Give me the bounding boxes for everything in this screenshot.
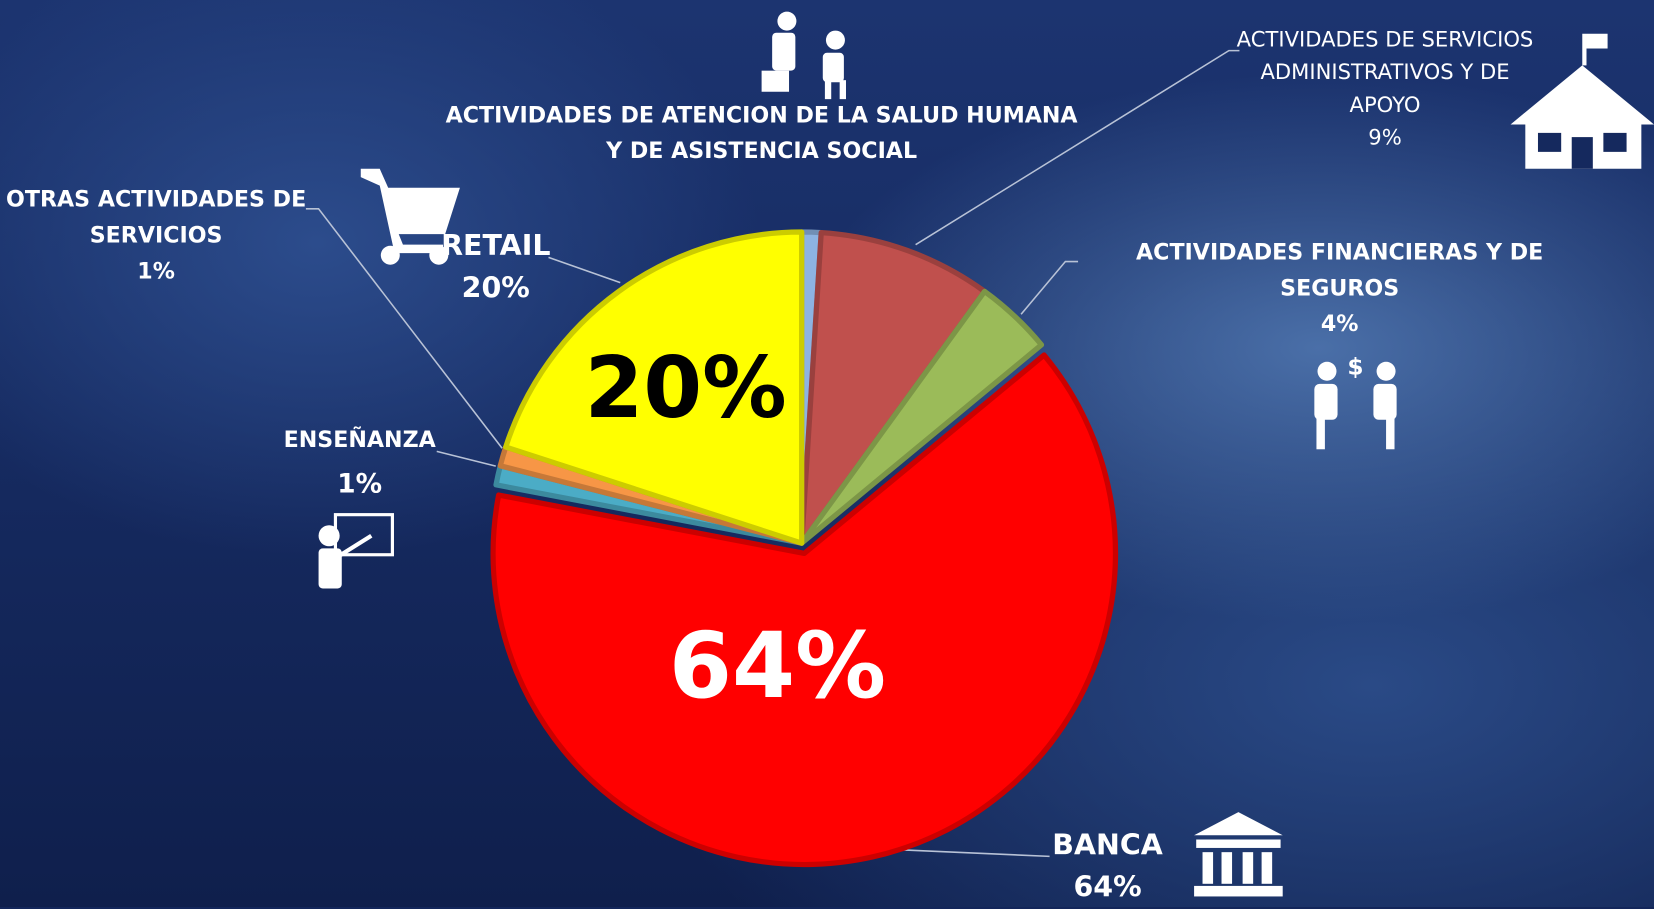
icon-handshake: $ bbox=[1314, 353, 1396, 449]
value-label: 20% bbox=[390, 268, 601, 310]
icon-glyph: $ bbox=[1347, 353, 1363, 380]
slice-label: ACTIVIDADES DE ATENCION DE LA SALUD HUMA… bbox=[435, 97, 1089, 169]
pie bbox=[493, 232, 1115, 864]
value-label: 1% bbox=[254, 466, 465, 502]
category-label: BANCA bbox=[1002, 825, 1213, 867]
page: {"chart_data": {"type": "pie", "categori… bbox=[0, 0, 1654, 907]
category-label: ACTIVIDADES DE ATENCION DE LA SALUD HUMA… bbox=[435, 97, 1089, 169]
category-label: ENSEÑANZA bbox=[254, 422, 465, 458]
category-label: RETAIL bbox=[390, 226, 601, 268]
slide: $ ACTIVIDADES DE ATENCION DE LA SALUD HU… bbox=[0, 0, 1654, 907]
icon-people bbox=[762, 12, 846, 100]
slice-label: ACTIVIDADES DE SERVICIOS ADMINISTRATIVOS… bbox=[1227, 23, 1543, 154]
inner-value-label: 20% bbox=[585, 339, 787, 437]
value-label: 4% bbox=[1129, 306, 1551, 342]
leader-line bbox=[1021, 262, 1078, 315]
value-label: 64% bbox=[1002, 867, 1213, 909]
value-label: 1% bbox=[0, 253, 314, 289]
icon-teacher bbox=[319, 515, 393, 589]
inner-value-label: 64% bbox=[669, 614, 886, 719]
category-label: OTRAS ACTIVIDADES DE SERVICIOS bbox=[0, 181, 314, 253]
category-label: ACTIVIDADES FINANCIERAS Y DE SEGUROS bbox=[1129, 234, 1551, 306]
slice-label: ENSEÑANZA 1% bbox=[254, 422, 465, 502]
value-label: 9% bbox=[1227, 121, 1543, 154]
category-label: ACTIVIDADES DE SERVICIOS ADMINISTRATIVOS… bbox=[1227, 23, 1543, 121]
